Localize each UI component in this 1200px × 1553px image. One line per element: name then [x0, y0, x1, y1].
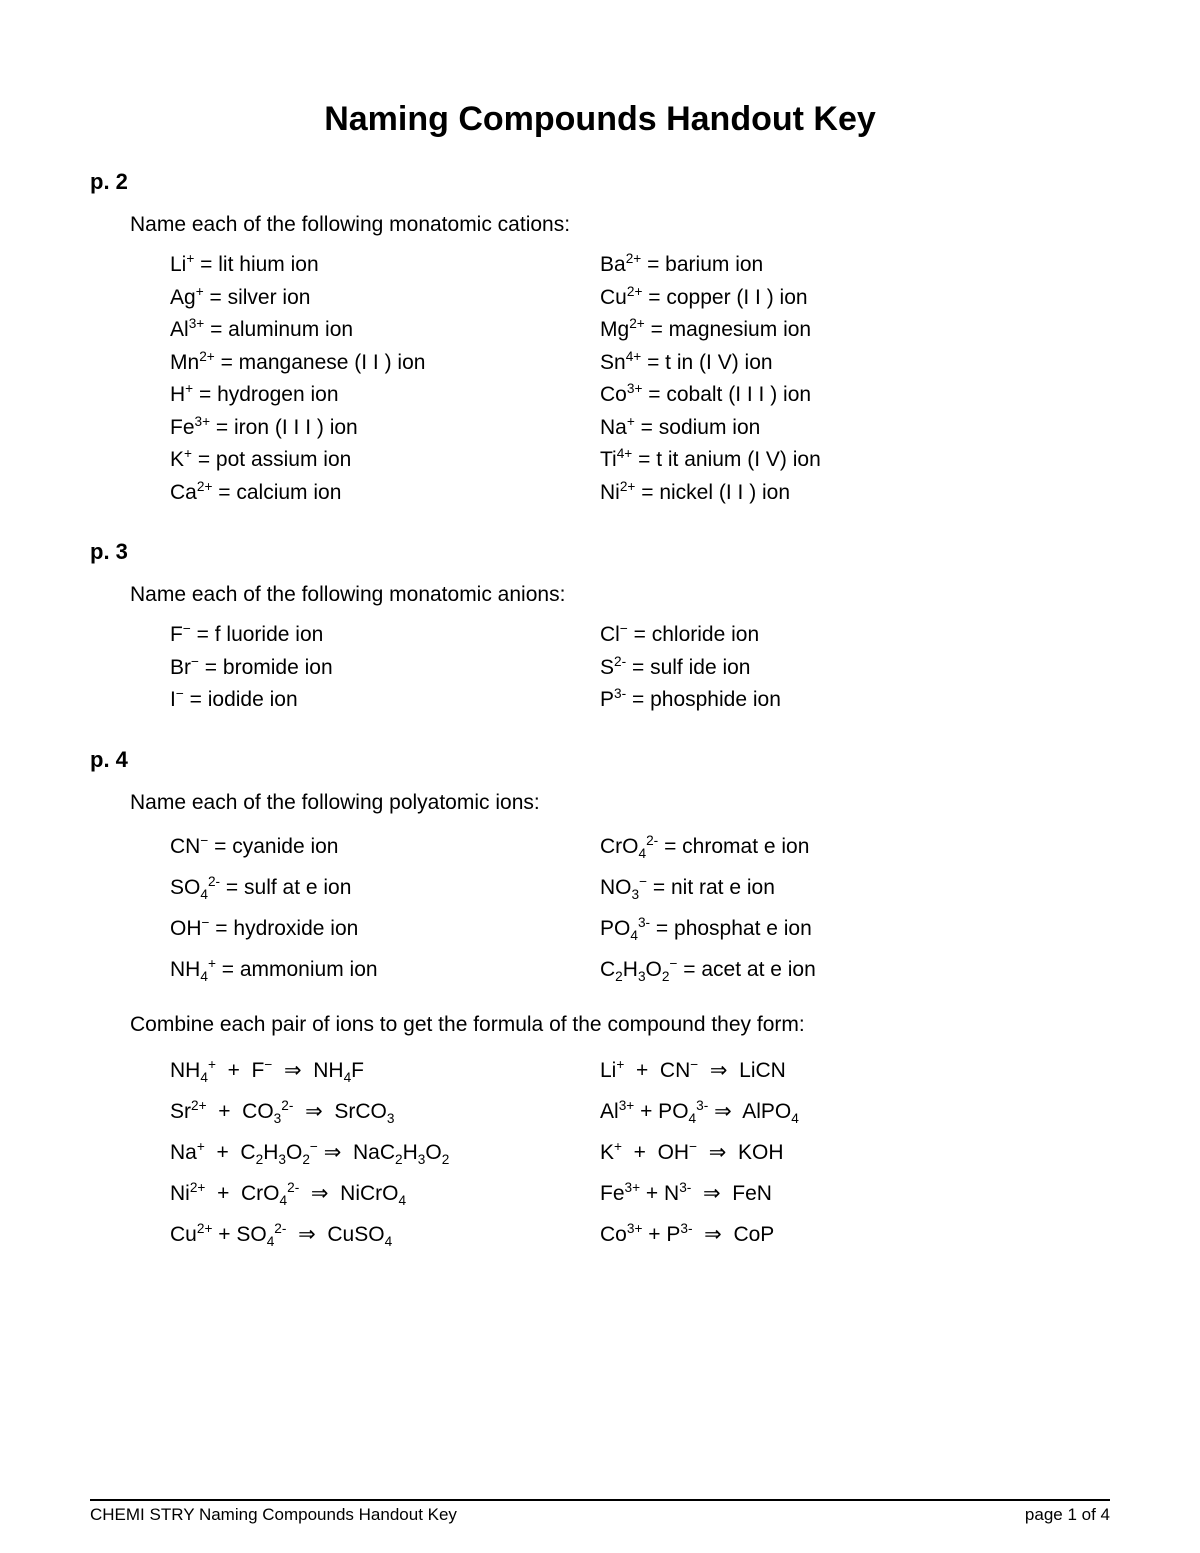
- ion-row: Ni2+ = nickel (I I ) ion: [600, 477, 1110, 510]
- combine-row: Cu2+ + SO42- ⇒ CuSO4: [170, 1215, 600, 1256]
- section-prompt: Name each of the following polyatomic io…: [130, 791, 1110, 815]
- combine-row: Co3+ + P3- ⇒ CoP: [600, 1215, 1110, 1256]
- combine-row: Al3+ + PO43- ⇒ AlPO4: [600, 1092, 1110, 1133]
- combine-row: Fe3+ + N3- ⇒ FeN: [600, 1174, 1110, 1215]
- ion-row: Br− = bromide ion: [170, 652, 600, 685]
- footer: CHEMI STRY Naming Compounds Handout Key …: [90, 1499, 1110, 1525]
- combine-row: Li+ + CN− ⇒ LiCN: [600, 1051, 1110, 1092]
- ion-col-left: Li+ = lit hium ionAg+ = silver ionAl3+ =…: [170, 249, 600, 509]
- combine-col-left: NH4+ + F− ⇒ NH4FSr2+ + CO32- ⇒ SrCO3Na+ …: [170, 1051, 600, 1256]
- combine-col-right: Li+ + CN− ⇒ LiCNAl3+ + PO43- ⇒ AlPO4K+ +…: [600, 1051, 1110, 1256]
- section-prompt: Name each of the following monatomic ani…: [130, 583, 1110, 607]
- section-label: p. 3: [90, 539, 1110, 565]
- ion-row: Ag+ = silver ion: [170, 282, 600, 315]
- ion-row: NO3− = nit rat e ion: [600, 868, 1110, 909]
- ion-row: SO42- = sulf at e ion: [170, 868, 600, 909]
- ion-row: Ba2+ = barium ion: [600, 249, 1110, 282]
- ion-row: C2H3O2− = acet at e ion: [600, 950, 1110, 991]
- combine-row: Sr2+ + CO32- ⇒ SrCO3: [170, 1092, 600, 1133]
- footer-left: CHEMI STRY Naming Compounds Handout Key: [90, 1505, 457, 1525]
- ion-row: F− = f luoride ion: [170, 619, 600, 652]
- ion-grid: F− = f luoride ionBr− = bromide ionI− = …: [170, 619, 1110, 717]
- ion-row: Ca2+ = calcium ion: [170, 477, 600, 510]
- section-label: p. 4: [90, 747, 1110, 773]
- page-title: Naming Compounds Handout Key: [90, 100, 1110, 139]
- ion-row: Mn2+ = manganese (I I ) ion: [170, 347, 600, 380]
- ion-row: Al3+ = aluminum ion: [170, 314, 600, 347]
- ion-row: Fe3+ = iron (I I I ) ion: [170, 412, 600, 445]
- ion-col-left: CN− = cyanide ionSO42- = sulf at e ionOH…: [170, 827, 600, 991]
- ion-row: K+ = pot assium ion: [170, 444, 600, 477]
- ion-row: CrO42- = chromat e ion: [600, 827, 1110, 868]
- ion-col-right: CrO42- = chromat e ionNO3− = nit rat e i…: [600, 827, 1110, 991]
- ion-row: Sn4+ = t in (I V) ion: [600, 347, 1110, 380]
- ion-row: Mg2+ = magnesium ion: [600, 314, 1110, 347]
- ion-row: PO43- = phosphat e ion: [600, 909, 1110, 950]
- combine-row: Ni2+ + CrO42- ⇒ NiCrO4: [170, 1174, 600, 1215]
- combine-row: Na+ + C2H3O2− ⇒ NaC2H3O2: [170, 1133, 600, 1174]
- ion-row: Na+ = sodium ion: [600, 412, 1110, 445]
- ion-col-right: Cl− = chloride ionS2- = sulf ide ionP3- …: [600, 619, 1110, 717]
- page: Naming Compounds Handout Key p. 2 Name ea…: [0, 0, 1200, 1553]
- combine-row: NH4+ + F− ⇒ NH4F: [170, 1051, 600, 1092]
- combine-prompt: Combine each pair of ions to get the for…: [130, 1013, 1110, 1037]
- ion-row: Co3+ = cobalt (I I I ) ion: [600, 379, 1110, 412]
- ion-row: S2- = sulf ide ion: [600, 652, 1110, 685]
- ion-row: P3- = phosphide ion: [600, 684, 1110, 717]
- ion-grid: CN− = cyanide ionSO42- = sulf at e ionOH…: [170, 827, 1110, 991]
- footer-right: page 1 of 4: [1025, 1505, 1110, 1525]
- section-prompt: Name each of the following monatomic cat…: [130, 213, 1110, 237]
- ion-grid: Li+ = lit hium ionAg+ = silver ionAl3+ =…: [170, 249, 1110, 509]
- ion-row: OH− = hydroxide ion: [170, 909, 600, 950]
- section-label: p. 2: [90, 169, 1110, 195]
- ion-row: I− = iodide ion: [170, 684, 600, 717]
- combine-row: K+ + OH− ⇒ KOH: [600, 1133, 1110, 1174]
- ion-col-left: F− = f luoride ionBr− = bromide ionI− = …: [170, 619, 600, 717]
- ion-col-right: Ba2+ = barium ionCu2+ = copper (I I ) io…: [600, 249, 1110, 509]
- combine-grid: NH4+ + F− ⇒ NH4FSr2+ + CO32- ⇒ SrCO3Na+ …: [170, 1051, 1110, 1256]
- ion-row: Ti4+ = t it anium (I V) ion: [600, 444, 1110, 477]
- sections: p. 2 Name each of the following monatomic…: [90, 169, 1110, 991]
- ion-row: CN− = cyanide ion: [170, 827, 600, 868]
- ion-row: Cu2+ = copper (I I ) ion: [600, 282, 1110, 315]
- ion-row: H+ = hydrogen ion: [170, 379, 600, 412]
- ion-row: Cl− = chloride ion: [600, 619, 1110, 652]
- ion-row: Li+ = lit hium ion: [170, 249, 600, 282]
- ion-row: NH4+ = ammonium ion: [170, 950, 600, 991]
